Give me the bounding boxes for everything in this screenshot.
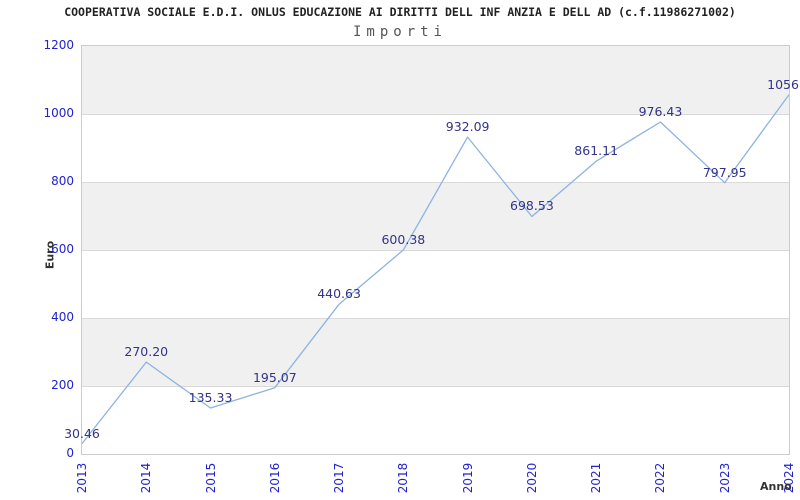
y-tick-label: 800 xyxy=(51,174,74,188)
x-tick-label: 2013 xyxy=(75,462,89,494)
line-series xyxy=(81,94,790,445)
data-label-2021: 861.11 xyxy=(574,143,619,159)
gridline xyxy=(82,182,789,183)
y-tick-label: 1200 xyxy=(43,38,74,52)
y-axis-title: Euro xyxy=(43,240,57,270)
data-label-2020: 698.53 xyxy=(510,198,554,214)
x-tick-label: 2022 xyxy=(653,462,668,494)
line-series-svg xyxy=(81,94,790,445)
x-tick-label: 2017 xyxy=(332,462,347,494)
y-tick-label: 400 xyxy=(51,310,74,324)
data-label-2018: 600.38 xyxy=(381,231,426,247)
data-label-2023: 797.95 xyxy=(702,164,747,180)
data-label-2022: 976.43 xyxy=(638,104,683,119)
chart-subtitle: Importi xyxy=(352,24,447,40)
x-tick-label: 2023 xyxy=(717,462,732,494)
x-tick-label: 2014 xyxy=(139,462,154,494)
plot-band xyxy=(82,318,789,386)
plot-band xyxy=(82,114,789,182)
x-tick-label: 2021 xyxy=(589,462,604,494)
y-tick-label: 600 xyxy=(51,242,74,256)
data-label-2024: 1056.9 xyxy=(767,76,800,92)
plot-band xyxy=(82,250,789,318)
gridline xyxy=(82,114,789,115)
x-tick-label: 2018 xyxy=(396,462,411,494)
x-tick-label: 2020 xyxy=(524,462,539,494)
data-label-2016: 195.07 xyxy=(252,369,297,385)
gridline xyxy=(82,386,789,387)
y-tick-label: 1000 xyxy=(43,106,74,120)
data-label-2019: 932.09 xyxy=(445,119,490,135)
chart-title: COOPERATIVA SOCIALE E.D.I. ONLUS EDUCAZI… xyxy=(64,5,736,19)
data-label-2017: 440.63 xyxy=(317,286,361,302)
y-tick-label: 0 xyxy=(66,446,74,460)
plot-area xyxy=(81,45,790,455)
plot-band xyxy=(82,46,789,114)
x-axis-title: Anno xyxy=(760,480,792,493)
x-tick-label: 2019 xyxy=(460,462,475,494)
data-label-2014: 270.20 xyxy=(124,344,169,360)
y-tick-label: 200 xyxy=(51,378,74,392)
data-label-2013: 30.46 xyxy=(64,425,100,441)
gridline xyxy=(82,318,789,319)
gridline xyxy=(82,250,789,251)
plot-band xyxy=(82,386,789,454)
x-tick-label: 2016 xyxy=(267,462,282,494)
data-label-2015: 135.33 xyxy=(188,389,233,405)
x-tick-label: 2015 xyxy=(203,462,218,494)
